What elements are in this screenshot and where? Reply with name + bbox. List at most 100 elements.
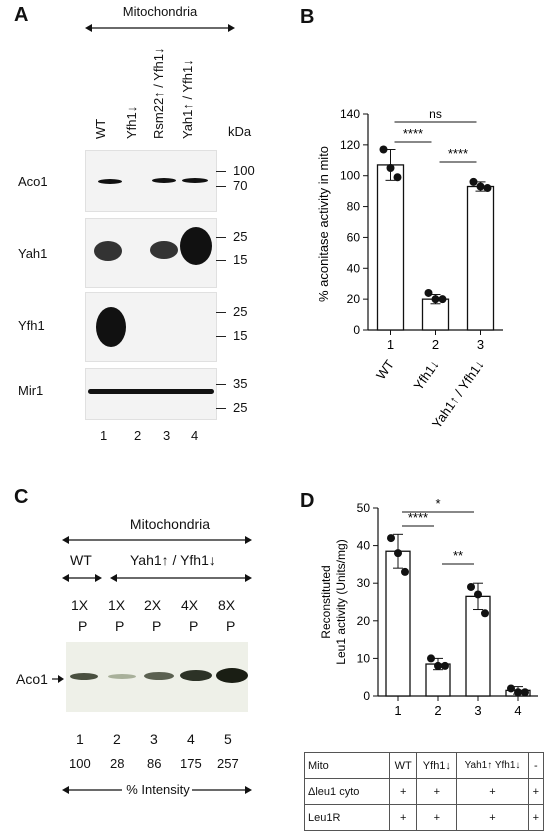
data-point <box>521 688 529 697</box>
data-point <box>476 182 485 191</box>
x-tick-label: 1 <box>387 337 394 352</box>
panel-a-header: Mitochondria <box>122 4 198 19</box>
y-tick-label: 0 <box>363 689 370 703</box>
blot-yah1 <box>85 218 217 288</box>
significance-label: ** <box>453 548 463 563</box>
c-intensity-label: % Intensity <box>126 782 190 797</box>
c-amount-3: 2X <box>144 597 162 613</box>
c-fraction-3: P <box>152 618 162 634</box>
data-point <box>379 145 388 154</box>
table-row-cyto: Δleu1 cyto + + + + <box>304 778 545 805</box>
y-tick-label: 50 <box>357 501 371 515</box>
table-cell: - <box>527 752 545 779</box>
marker-mir1-25: 25 <box>233 400 248 415</box>
marker-aco1-100: 100 <box>233 163 255 178</box>
table-cell: + <box>416 778 458 805</box>
panel-d-table: Mito WT Yfh1↓ Yah1↑ Yfh1↓ - Δleu1 cyto +… <box>304 752 545 831</box>
y-axis-label-line2: Leu1 activity (Units/mg) <box>334 539 348 664</box>
c-fraction-2: P <box>115 618 125 634</box>
table-cell: + <box>527 778 545 805</box>
c-intensity-5: 257 <box>217 756 239 771</box>
table-cell: + <box>388 778 418 805</box>
c-blot-arrow-icon <box>52 675 64 683</box>
c-lane-number-2: 2 <box>113 731 121 747</box>
data-point <box>507 684 515 693</box>
c-amount-2: 1X <box>108 597 126 613</box>
marker-yfh1-15: 15 <box>233 328 248 343</box>
data-point <box>387 534 395 543</box>
category-name-label: WT <box>373 357 397 382</box>
significance-label: **** <box>403 126 423 141</box>
x-tick-label: 3 <box>477 337 484 352</box>
y-axis-label: % aconitase activity in mito <box>316 146 331 302</box>
data-point <box>467 582 475 591</box>
c-blot-label-aco1: Aco1 <box>16 671 48 687</box>
marker-mir1-35: 35 <box>233 376 248 391</box>
c-intensity-arrow <box>62 786 252 794</box>
panel-b-label: B <box>300 6 315 28</box>
panel-a-header-arrow <box>85 24 235 32</box>
y-tick-label: 0 <box>353 323 360 337</box>
c-intensity-4: 175 <box>180 756 202 771</box>
bar <box>421 298 450 331</box>
table-cell: + <box>416 804 458 831</box>
data-point <box>441 661 449 670</box>
table-row-leu1r: Leu1R + + + + <box>304 804 545 831</box>
y-tick-label: 60 <box>347 230 361 244</box>
data-point <box>474 590 482 599</box>
c-amount-5: 8X <box>218 597 236 613</box>
data-point <box>393 173 402 182</box>
y-tick-label: 20 <box>347 292 361 306</box>
significance-label: * <box>435 496 440 511</box>
data-point <box>386 164 395 172</box>
blot-yfh1 <box>85 292 217 362</box>
x-tick-label: 1 <box>394 703 401 718</box>
panel-c-header: Mitochondria <box>129 516 211 532</box>
table-cell: + <box>456 778 529 805</box>
lane-label-yfh1: Yfh1↓ <box>124 105 139 139</box>
panel-c-group-arrows <box>62 574 252 582</box>
y-tick-label: 40 <box>357 539 371 553</box>
y-tick-label: 80 <box>347 200 361 214</box>
kda-label: kDa <box>228 124 252 139</box>
data-point <box>469 177 478 186</box>
chart-b: 0 20 40 60 80 100 120 140 1 2 3 **** ns **** % aconita… <box>316 107 503 431</box>
bar <box>466 185 495 331</box>
y-tick-label: 100 <box>340 169 360 183</box>
y-tick-label: 20 <box>357 614 371 628</box>
y-tick-label: 40 <box>347 261 361 275</box>
x-tick-label: 3 <box>474 703 481 718</box>
y-axis-label-line1: Reconstituted <box>319 565 333 638</box>
marker-aco1-70: 70 <box>233 178 248 193</box>
blot-label-yfh1: Yfh1 <box>18 318 45 333</box>
c-intensity-3: 86 <box>147 756 162 771</box>
lane-label-wt: WT <box>93 118 108 139</box>
table-row-mito: Mito WT Yfh1↓ Yah1↑ Yfh1↓ - <box>304 752 545 779</box>
c-lane-number-4: 4 <box>187 731 195 747</box>
c-amount-1: 1X <box>71 597 89 613</box>
c-intensity-1: 100 <box>69 756 91 771</box>
y-tick-label: 120 <box>340 138 360 152</box>
table-row-label: Mito <box>304 752 390 779</box>
data-point <box>483 184 492 193</box>
marker-yfh1-25: 25 <box>233 304 248 319</box>
a-lane-number-2: 2 <box>134 428 142 443</box>
panel-c-group-wt: WT <box>70 552 92 568</box>
table-row-label: Δleu1 cyto <box>304 778 390 805</box>
data-point <box>401 567 409 576</box>
table-cell: + <box>527 804 545 831</box>
table-cell: + <box>388 804 418 831</box>
c-intensity-2: 28 <box>110 756 125 771</box>
a-lane-number-3: 3 <box>163 428 171 443</box>
y-tick-label: 140 <box>340 107 360 121</box>
table-cell: WT <box>388 752 418 779</box>
data-point <box>438 295 447 304</box>
table-row-label: Leu1R <box>304 804 390 831</box>
c-amount-4: 4X <box>181 597 199 613</box>
blot-label-yah1: Yah1 <box>18 246 48 261</box>
c-lane-number-3: 3 <box>150 731 158 747</box>
bar <box>376 164 405 331</box>
data-point <box>514 688 522 697</box>
panel-d-label: D <box>300 490 315 512</box>
c-fraction-5: P <box>226 618 236 634</box>
